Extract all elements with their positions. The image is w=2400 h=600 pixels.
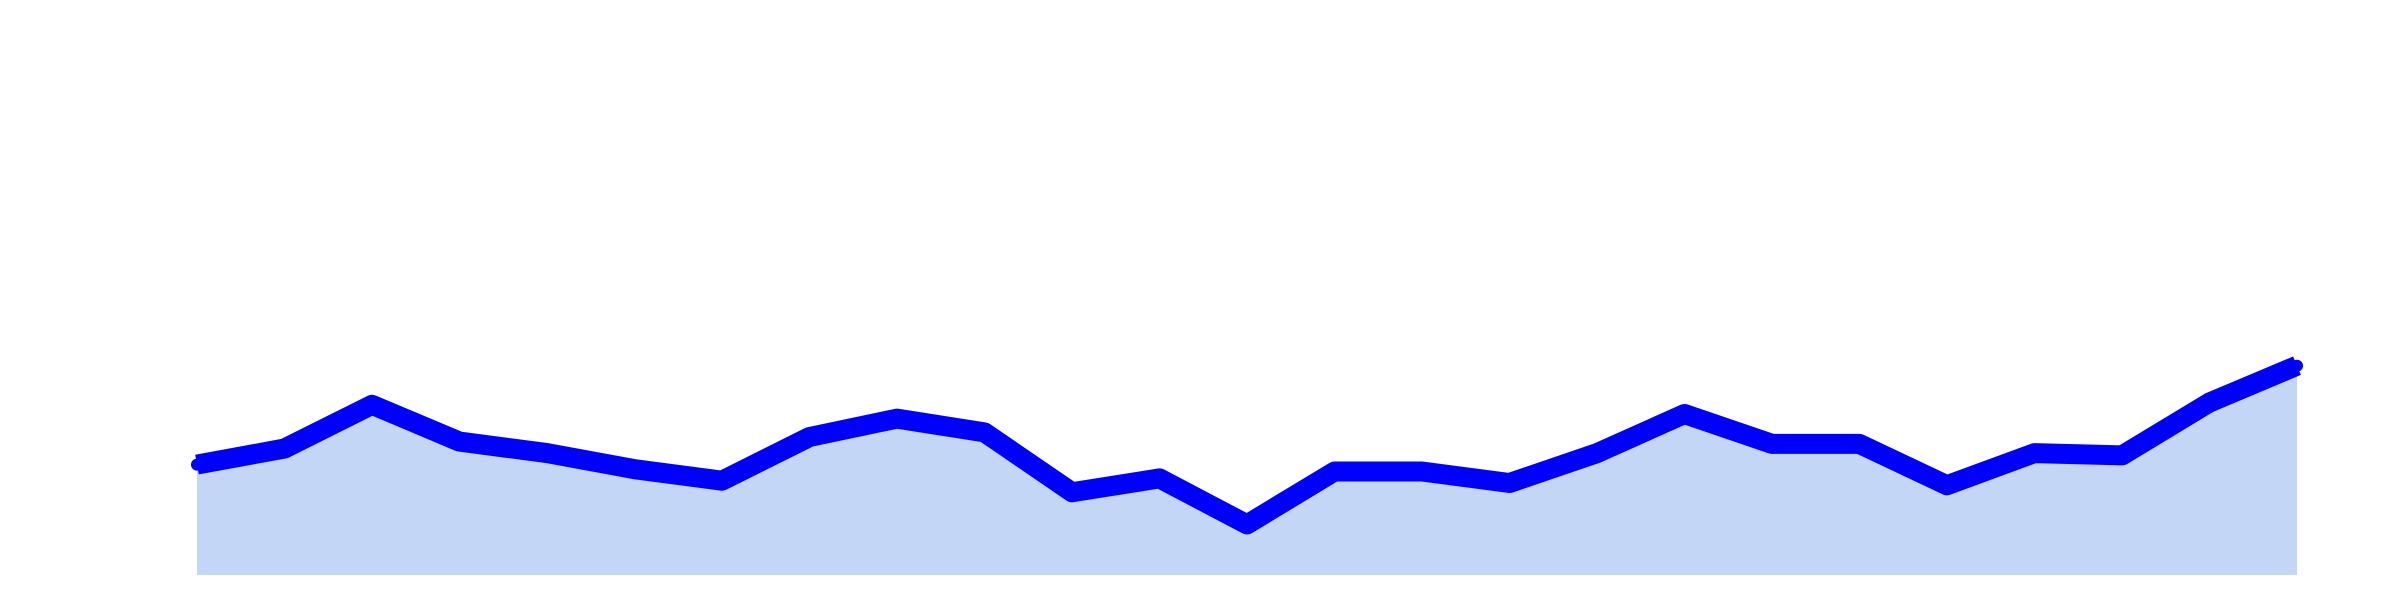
data-point-1 [278,442,291,455]
data-point-12 [1241,518,1253,531]
data-point-2 [366,398,378,411]
data-point-19 [1853,437,1866,450]
data-point-24 [2291,359,2303,372]
data-point-0 [191,458,203,471]
data-point-15 [1503,477,1516,489]
area-fill [197,365,2297,575]
data-point-20 [1941,479,1953,492]
data-point-11 [1153,472,1166,485]
data-point-16 [1591,447,1603,460]
data-point-7 [803,431,816,443]
data-point-14 [1416,465,1428,478]
data-point-21 [2028,447,2041,460]
data-point-23 [2203,396,2216,409]
data-point-6 [716,474,728,487]
data-point-8 [891,412,903,425]
data-point-10 [1066,486,1078,499]
points-layer [191,359,2303,531]
data-point-17 [1678,408,1691,420]
data-point-13 [1328,465,1341,478]
data-point-22 [2116,449,2128,462]
area-layer [197,365,2297,575]
data-point-5 [628,463,641,476]
data-point-18 [1766,437,1778,450]
data-point-9 [978,426,991,439]
data-point-4 [541,447,553,460]
data-point-3 [453,435,466,448]
